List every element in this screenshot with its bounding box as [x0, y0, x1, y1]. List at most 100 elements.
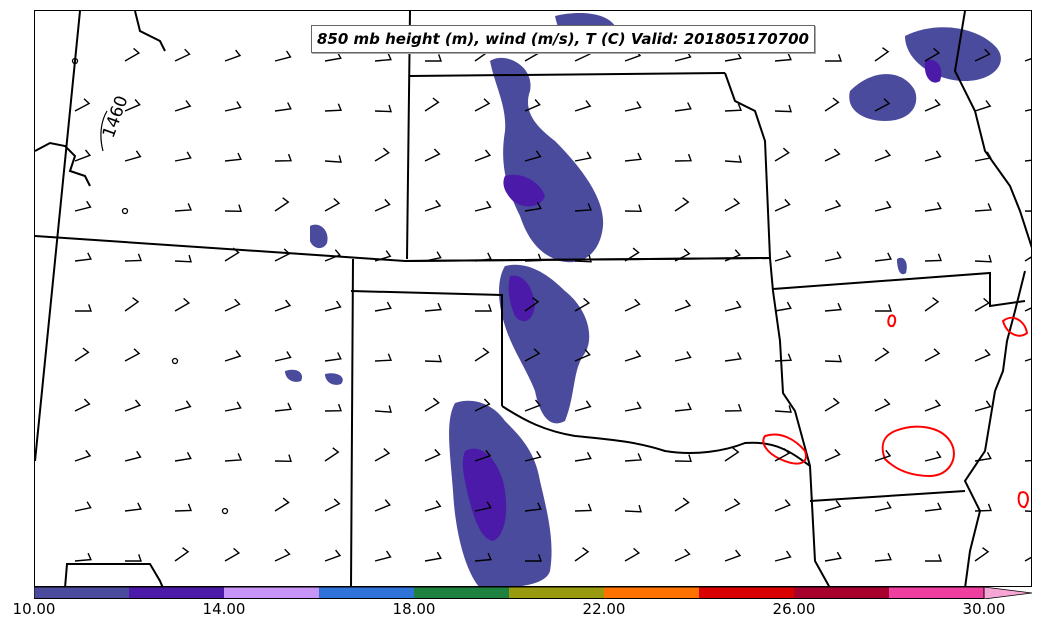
wind-barb — [874, 252, 892, 262]
wind-barb — [374, 250, 392, 262]
wind-barb — [474, 200, 492, 212]
colorbar-bin — [983, 587, 1033, 599]
wind-barb — [274, 497, 290, 512]
wind-barb — [274, 153, 292, 162]
wind-barb — [74, 449, 92, 462]
wind-barb — [124, 502, 142, 512]
wind-barb — [724, 447, 740, 462]
wind-barb — [524, 99, 541, 112]
wind-barb — [974, 48, 991, 62]
precip-shading — [285, 13, 1001, 586]
wind-barb — [74, 398, 91, 412]
wind-barb — [674, 351, 692, 362]
wind-barb — [124, 99, 141, 112]
wind-barb — [474, 398, 491, 412]
wind-barb — [1024, 108, 1031, 112]
wind-barb — [925, 554, 942, 562]
wind-barb — [324, 155, 342, 163]
wind-barb — [474, 98, 491, 112]
wind-barb — [974, 203, 993, 212]
wind-barb — [874, 200, 892, 212]
wind-barb — [974, 151, 992, 162]
wind-barb — [924, 201, 942, 212]
wind-barb — [224, 101, 242, 112]
wind-barb — [274, 454, 292, 463]
wind-barb — [424, 551, 442, 562]
wind-barb — [724, 197, 741, 212]
wind-barb — [525, 554, 542, 562]
wind-barb — [474, 347, 490, 362]
wind-barb — [874, 98, 891, 112]
wind-barb — [274, 402, 292, 412]
wind-barb — [624, 101, 642, 112]
wind-barb — [74, 98, 91, 112]
wind-barb — [224, 49, 242, 62]
wind-barb — [924, 47, 941, 62]
wind-barb — [1024, 556, 1031, 562]
wind-barb — [374, 353, 393, 362]
wind-barb — [574, 451, 592, 462]
wind-barb — [324, 197, 341, 212]
wind-barb — [924, 502, 942, 512]
calm-wind-circle — [121, 207, 129, 215]
wind-barb — [124, 253, 143, 262]
wind-barb — [224, 204, 242, 213]
wind-barb — [174, 48, 191, 62]
wind-barb — [574, 547, 590, 562]
wind-barb — [874, 501, 892, 512]
colorbar-tick-label: 22.00 — [582, 600, 626, 618]
wind-barb — [874, 398, 891, 412]
wind-barb — [624, 504, 642, 513]
colorbar-bin — [604, 587, 699, 599]
colorbar-bin — [699, 587, 794, 599]
wind-barb — [524, 502, 542, 512]
calm-wind-circle — [71, 57, 79, 65]
wind-barb — [824, 500, 842, 512]
wind-barb — [524, 253, 543, 262]
calm-wind-circle — [171, 357, 179, 365]
wind-barb — [324, 498, 341, 512]
wind-barb — [374, 147, 390, 162]
colorbar-tick-label: 14.00 — [202, 600, 246, 618]
wind-barb — [624, 453, 643, 462]
wind-barb — [474, 501, 492, 512]
wind-barb — [875, 304, 892, 312]
wind-barb — [674, 197, 690, 212]
wind-barb — [374, 499, 391, 512]
wind-barb — [374, 52, 392, 62]
wind-barb — [474, 252, 492, 262]
wind-barb — [74, 149, 92, 162]
wind-barb — [824, 551, 842, 562]
wind-barb — [124, 450, 142, 462]
colorbar-bin — [319, 587, 414, 599]
wind-barb — [174, 100, 192, 112]
wind-barb — [974, 400, 992, 412]
wind-barb — [624, 547, 641, 562]
wind-barb — [924, 348, 941, 362]
wind-barb — [424, 302, 442, 312]
wind-barb — [825, 54, 842, 62]
wind-barb — [274, 248, 291, 262]
wind-barb — [424, 354, 442, 363]
wind-barb — [374, 405, 392, 413]
colorbar-bin — [34, 587, 129, 599]
wind-barb — [124, 47, 141, 62]
wind-barb — [824, 302, 842, 312]
wind-barb — [674, 299, 692, 312]
wind-barb — [1024, 256, 1031, 262]
wind-barb — [1024, 510, 1031, 513]
wind-barb — [774, 250, 792, 262]
wind-barb — [674, 102, 692, 112]
wind-barb — [574, 297, 591, 312]
wind-barb — [724, 51, 742, 62]
wind-barb — [674, 548, 691, 562]
wind-barb — [524, 399, 542, 412]
wind-barb — [624, 204, 642, 213]
wind-barb — [74, 200, 92, 212]
wind-barb — [524, 450, 542, 462]
wind-barb — [74, 501, 92, 512]
wind-barb — [174, 400, 192, 412]
wind-barb — [124, 297, 140, 312]
wind-barb — [974, 503, 993, 512]
colorbar-tick-label: 26.00 — [772, 600, 816, 618]
